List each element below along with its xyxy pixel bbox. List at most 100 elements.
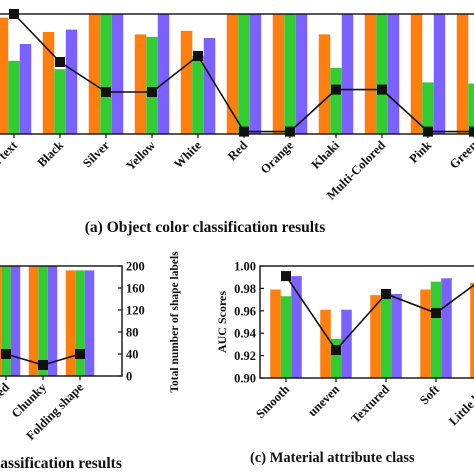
- line-marker-2-1: [331, 345, 341, 355]
- y2-tick-label-2: 80: [126, 326, 139, 340]
- x-tick-label-0-4: White: [171, 138, 204, 171]
- bar-0-s1-c4: [192, 56, 204, 134]
- x-tick-label-2-0: Smooth: [253, 382, 292, 421]
- line-marker-0-3: [147, 87, 157, 97]
- x-tick-label-0-9: Pink: [407, 138, 435, 166]
- line-marker-0-4: [193, 51, 203, 61]
- y2-axis-label: Total number of shape labels: [169, 251, 181, 393]
- bar-2-s0-c2: [370, 295, 381, 378]
- line-marker-0-1: [55, 57, 65, 67]
- line-marker-1-0: [1, 349, 11, 359]
- bar-0-s0-c3: [134, 34, 147, 134]
- bar-0-s1-c3: [146, 36, 158, 134]
- line-marker-1-1: [38, 360, 48, 370]
- y-tick-label-2: 0.94: [234, 327, 257, 341]
- x-tick-label-1-0: ottled: [0, 380, 12, 412]
- bar-0-s0-c7: [318, 34, 331, 134]
- bar-0-s0-c8: [364, 14, 377, 134]
- bar-1-s1-c2: [75, 270, 85, 376]
- y2-tick-label-5: 200: [126, 260, 145, 274]
- x-tick-label-0-7: Khaki: [309, 138, 343, 172]
- bar-2-s0-c4: [470, 282, 474, 378]
- x-tick-label-0-5: Red: [225, 138, 250, 163]
- plot-frame-1: [0, 265, 123, 377]
- bar-0-s1-c1: [54, 69, 66, 134]
- bar-0-s1-c7: [330, 68, 342, 134]
- bar-0-s0-c6: [272, 14, 285, 134]
- bar-2-s2-c0: [291, 276, 302, 378]
- line-marker-0-5: [239, 126, 249, 137]
- bar-0-s2-c4: [203, 38, 216, 134]
- bar-1-s2-c2: [84, 270, 95, 376]
- line-marker-2-3: [431, 308, 441, 319]
- y-tick-label-4: 0.98: [234, 282, 256, 296]
- bar-0-s0-c1: [42, 32, 55, 134]
- bar-1-s2-c1: [47, 266, 58, 376]
- panel-c-caption: (c) Material attribute class: [250, 450, 415, 466]
- bar-0-s0-c10: [456, 14, 469, 134]
- panel-a-caption: (a) Object color classification results: [85, 219, 326, 236]
- plot-frame-0: [0, 13, 474, 135]
- x-tick-label-0-6: Orange: [258, 138, 297, 177]
- bar-0-s2-c7: [341, 14, 354, 134]
- bar-2-s2-c2: [391, 294, 402, 378]
- bar-2-s0-c3: [420, 289, 431, 378]
- x-tick-label-2-2: Textured: [348, 382, 392, 426]
- y-axis-label: AUC Scores: [215, 291, 229, 353]
- y-tick-label-1: 0.92: [234, 349, 256, 363]
- bar-0-s2-c1: [65, 29, 78, 135]
- bar-0-s1-c10: [468, 83, 474, 134]
- x-tick-label-2-1: uneven: [305, 382, 342, 419]
- bar-0-s1-c8: [376, 14, 388, 134]
- bar-0-s2-c0: [19, 44, 32, 134]
- bar-2-s0-c0: [270, 289, 281, 378]
- line-marker-1-2: [75, 349, 85, 359]
- line-marker-0-2: [101, 87, 111, 97]
- y-tick-label-0: 0.90: [234, 372, 256, 386]
- x-tick-label-0-3: Yellow: [123, 138, 158, 173]
- bar-0-s1-c0: [8, 60, 20, 134]
- bar-0-s0-c2: [88, 14, 101, 134]
- x-tick-label-2-4: Little har: [446, 382, 474, 428]
- bar-0-s0-c0: [0, 17, 9, 135]
- line-marker-2-2: [381, 289, 391, 299]
- line-marker-0-10: [469, 126, 474, 137]
- bar-0-s0-c4: [180, 30, 193, 134]
- bar-0-s2-c9: [433, 14, 446, 134]
- line-marker-0-8: [377, 84, 387, 95]
- panel-b-caption: lassification results: [0, 455, 122, 472]
- bar-1-s1-c1: [38, 266, 48, 376]
- bar-0-s1-c6: [284, 14, 296, 134]
- y2-tick-label-4: 160: [126, 282, 145, 296]
- y2-tick-label-0: 0: [126, 370, 132, 384]
- y2-tick-label-3: 120: [126, 304, 145, 318]
- x-tick-label-0-10: Green: [447, 138, 474, 171]
- bar-1-s2-c0: [10, 266, 21, 376]
- bar-1-s0-c0: [0, 266, 2, 376]
- bar-1-s0-c1: [28, 266, 39, 376]
- bar-0-s2-c6: [295, 14, 308, 134]
- line-marker-2-0: [281, 271, 291, 282]
- bar-2-s1-c1: [330, 338, 342, 378]
- y-tick-label-3: 0.96: [234, 304, 256, 318]
- bar-0-s1-c2: [100, 14, 112, 134]
- line-marker-0-9: [423, 126, 433, 137]
- x-tick-label-0-0: n text: [0, 138, 21, 170]
- x-tick-label-0-2: Silver: [80, 138, 112, 170]
- line-marker-0-7: [331, 84, 341, 95]
- bar-1-s0-c2: [65, 270, 76, 376]
- line-marker-0-6: [285, 126, 295, 137]
- x-tick-label-0-1: Black: [35, 138, 67, 170]
- plot-frame-2: [259, 265, 474, 379]
- bar-0-s2-c5: [249, 14, 262, 134]
- y-tick-label-5: 1.00: [234, 260, 256, 274]
- panel-a-chart: n text Black Silver Yellow White Red Orange Kha…: [0, 9, 474, 202]
- y2-tick-label-1: 40: [126, 348, 139, 362]
- bar-2-s2-c3: [441, 278, 452, 378]
- bar-2-s2-c1: [341, 309, 352, 378]
- bar-0-s2-c2: [111, 14, 124, 134]
- bar-2-s1-c3: [430, 281, 442, 378]
